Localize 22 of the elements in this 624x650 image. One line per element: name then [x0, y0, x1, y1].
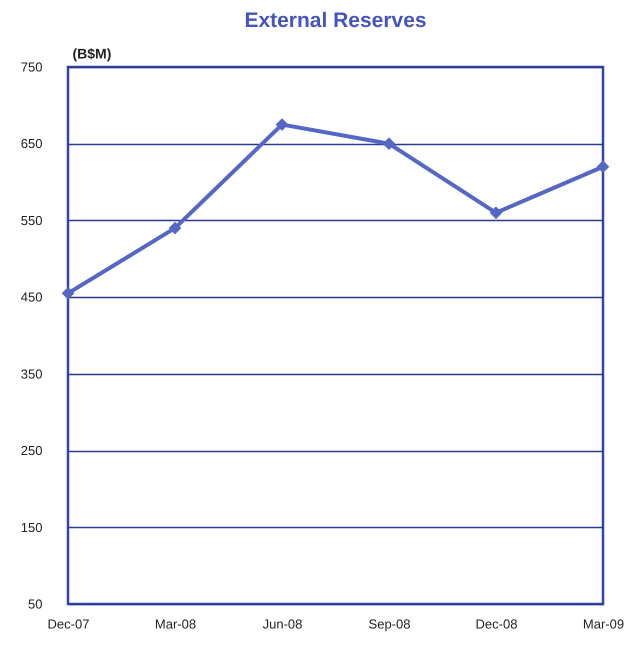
- y-tick-label: 750: [20, 60, 42, 74]
- y-axis-title: (B$M): [72, 46, 112, 62]
- chart-title: External Reserves: [244, 9, 427, 32]
- x-tick-label: Sep-08: [368, 616, 410, 632]
- y-tick-label: 250: [20, 443, 42, 458]
- y-tick-label: 450: [20, 290, 42, 305]
- x-tick-label: Dec-07: [48, 616, 90, 632]
- x-tick-label: Dec-08: [476, 616, 518, 632]
- x-tick-label: Mar-09: [582, 616, 624, 632]
- x-tick-label: Jun-08: [262, 616, 302, 632]
- y-tick-label: 150: [20, 520, 42, 535]
- point: [276, 118, 288, 131]
- y-tick-label: 50: [28, 596, 42, 612]
- point: [382, 137, 396, 150]
- point: [62, 286, 74, 300]
- point: [168, 222, 182, 234]
- point: [596, 160, 610, 174]
- y-tick-label: 650: [20, 136, 42, 152]
- point: [490, 206, 502, 220]
- x-tick-label: Mar-08: [154, 616, 196, 632]
- y-tick-label: 350: [20, 366, 42, 382]
- y-tick-label: 550: [20, 212, 42, 228]
